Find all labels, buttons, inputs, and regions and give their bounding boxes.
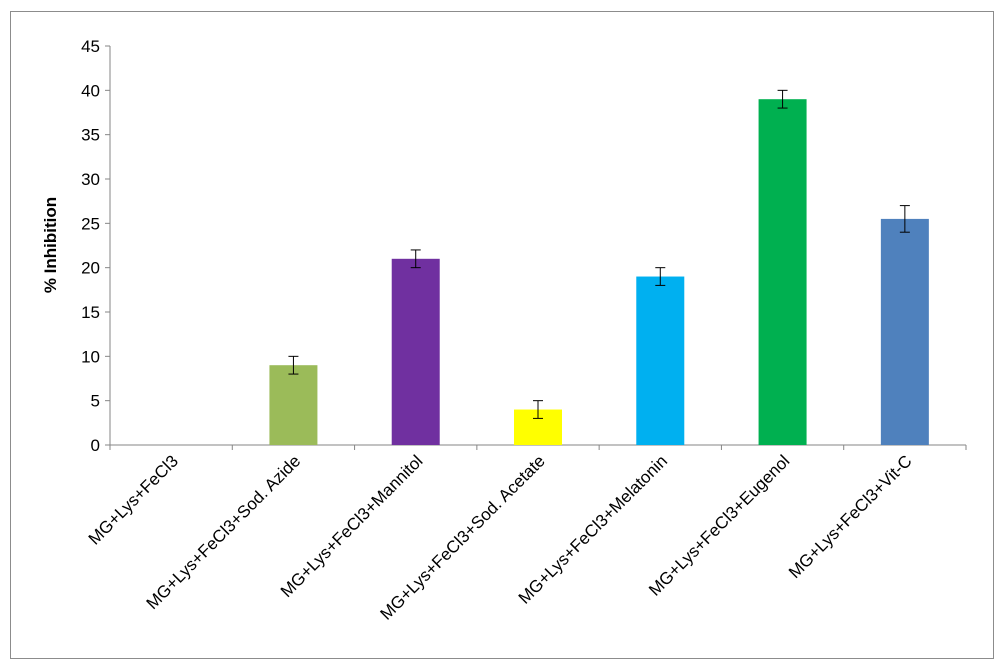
y-tick-label: 35 [81, 126, 100, 145]
y-axis-label: % Inhibition [41, 197, 60, 293]
y-tick-label: 30 [81, 170, 100, 189]
error-bar [655, 267, 666, 286]
y-tick-label: 15 [81, 303, 100, 322]
error-bar [777, 89, 788, 109]
chart-frame [10, 11, 994, 659]
y-tick-label: 10 [81, 347, 100, 366]
bar [758, 99, 807, 445]
y-tick-label: 5 [91, 392, 100, 411]
y-tick-label: 45 [81, 37, 100, 56]
y-tick-label: 20 [81, 259, 100, 278]
x-tick-label: MG+Lys+FeCl3+Eugenol [645, 451, 793, 599]
y-tick-label: 0 [91, 436, 100, 455]
x-tick-label: MG+Lys+FeCl3 [85, 451, 182, 548]
error-bar [410, 249, 421, 269]
bar [636, 276, 685, 445]
bar [880, 218, 929, 445]
bar [391, 258, 440, 445]
x-tick-label: MG+Lys+FeCl3+Vit-C [785, 451, 916, 582]
x-tick-label: MG+Lys+FeCl3+Mannitol [277, 451, 427, 601]
error-bar [899, 205, 910, 233]
bar [269, 365, 318, 445]
error-bar [288, 355, 299, 375]
bars [269, 99, 929, 445]
y-axis: 0 5 10 15 20 25 30 35 40 45 [81, 37, 111, 455]
y-tick-label: 40 [81, 81, 100, 100]
error-bars [288, 89, 910, 419]
y-tick-label: 25 [81, 214, 100, 233]
error-bar [533, 400, 543, 419]
x-axis [109, 444, 967, 450]
